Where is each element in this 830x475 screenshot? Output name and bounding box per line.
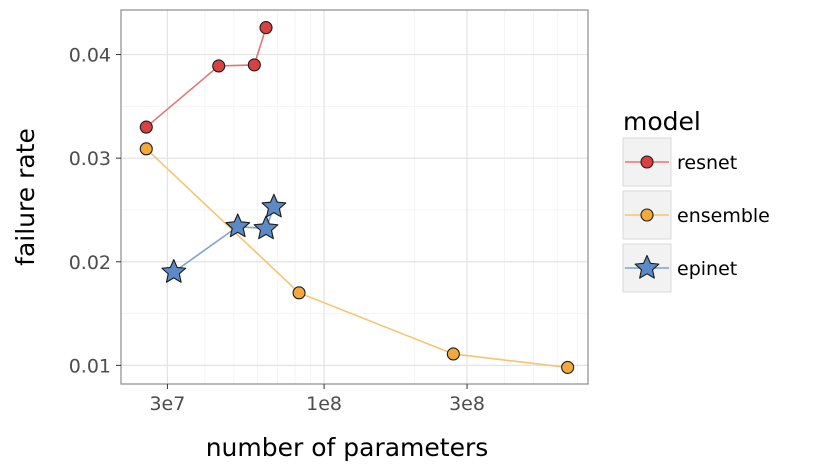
y-tick-label: 0.03 <box>69 148 111 170</box>
x-tick-label: 3e8 <box>449 393 485 415</box>
legend-label-resnet: resnet <box>677 152 737 174</box>
y-tick-label: 0.02 <box>69 252 111 274</box>
y-tick-label: 0.01 <box>69 355 111 377</box>
data-point-epinet <box>253 215 279 240</box>
data-point-epinet <box>225 213 251 238</box>
legend-label-epinet: epinet <box>677 258 737 280</box>
x-axis-title: number of parameters <box>206 433 489 462</box>
x-tick-label: 3e7 <box>149 393 185 415</box>
plot-background <box>121 10 588 384</box>
minor-grid <box>121 10 588 384</box>
legend: model resnet ensemble epinet <box>622 107 770 293</box>
series-line-resnet <box>145 27 267 128</box>
y-tick-label: 0.04 <box>69 45 111 67</box>
series-line-epinet <box>173 206 275 273</box>
major-grid <box>121 10 588 384</box>
data-point-resnet <box>259 21 273 35</box>
data-point-resnet <box>212 59 226 73</box>
data-point-ensemble <box>139 142 153 156</box>
data-point-epinet <box>161 259 187 283</box>
legend-marker-epinet <box>634 254 660 279</box>
y-axis-ticks: 0.01 0.02 0.03 0.04 <box>69 45 121 377</box>
x-axis-ticks: 3e7 1e8 3e8 <box>149 384 485 415</box>
x-tick-label: 1e8 <box>306 393 342 415</box>
series-points <box>139 21 575 374</box>
legend-marker-resnet <box>640 155 654 169</box>
legend-marker-ensemble <box>640 208 654 222</box>
data-point-ensemble <box>292 286 306 300</box>
legend-title: model <box>623 107 701 136</box>
y-axis-title: failure rate <box>11 128 40 266</box>
series-lines <box>145 27 568 369</box>
data-point-resnet <box>247 58 261 72</box>
data-point-epinet <box>261 193 287 218</box>
series-line-ensemble <box>145 148 568 369</box>
legend-label-ensemble: ensemble <box>677 205 770 227</box>
plot-border <box>120 9 589 385</box>
data-point-ensemble <box>446 347 460 361</box>
data-point-resnet <box>139 120 153 134</box>
data-point-ensemble <box>561 360 575 374</box>
